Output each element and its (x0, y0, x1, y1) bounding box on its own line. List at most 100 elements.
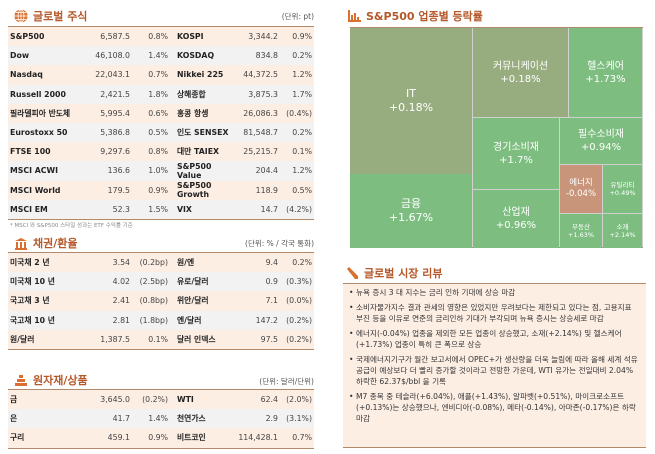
left-value: 2,421.5 (100, 89, 130, 99)
left-name: 미국채 2 년 (10, 258, 50, 268)
bullet-icon: • (349, 288, 354, 297)
global-stocks-header: 글로벌 주식 (14, 8, 87, 24)
right-change: 0.2% (292, 258, 312, 268)
bullet-icon: • (349, 355, 354, 364)
left-change: (0.2bp) (139, 258, 168, 268)
left-name: 은 (10, 414, 18, 424)
right-change: (0.3%) (286, 277, 312, 287)
right-name: 천연가스 (177, 414, 206, 424)
treemap-cell: 부동산 +1.63% (560, 214, 602, 248)
right-name: 비트코인 (177, 433, 206, 443)
sector-name: 헬스케어 (587, 60, 624, 72)
sector-name: IT (406, 86, 416, 100)
section-title: 원자재/상품 (33, 374, 88, 387)
left-name: Eurostoxx 50 (10, 128, 68, 138)
market-review-box: • 뉴욕 증시 3 대 지수는 금리 인하 기대에 상승 마감 • 소비자물가지수 결… (343, 283, 646, 448)
table-row: Eurostoxx 50 5,386.8 0.5% 인도 SENSEX 81,548.7… (8, 122, 314, 143)
left-change: (0.2%) (142, 395, 168, 405)
section-title: S&P500 업종별 등락률 (366, 10, 483, 23)
right-change: (2.0%) (286, 395, 312, 405)
right-value: 118.9 (255, 185, 278, 195)
right-value: 204.4 (255, 166, 278, 176)
left-value: 52.3 (112, 204, 130, 214)
right-change: 0.9% (292, 32, 312, 42)
left-change: 1.4% (148, 414, 168, 424)
right-name: 홍콩 항셍 (177, 108, 209, 118)
sector-change: +1.7% (499, 154, 533, 166)
left-value: 4.02 (112, 277, 130, 287)
table-row: S&P500 6,587.5 0.8% KOSPI 3,344.2 0.9% (8, 27, 314, 47)
right-value: 114,428.1 (238, 433, 278, 443)
left-name: 국고채 3 년 (10, 296, 50, 306)
review-item: • M7 종목 중 테슬라(+6.04%), 애플(+1.43%), 알파벳(+0… (349, 391, 640, 424)
right-name: 상해종합 (177, 89, 206, 99)
left-value: 459.1 (107, 433, 130, 443)
table-row: 미국채 10 년 4.02 (2.5bp) 유로/달러 0.9 (0.3%) (8, 272, 314, 292)
sector-name: 소재 (616, 222, 629, 231)
left-name: FTSE 100 (10, 147, 51, 157)
sector-change: +0.18% (500, 73, 541, 85)
sector-change: +0.49% (609, 189, 636, 197)
left-value: 3,645.0 (100, 395, 130, 405)
review-header: 글로벌 시장 리뷰 (346, 265, 443, 281)
treemap-cell: 유틸리티 +0.49% (603, 165, 642, 213)
review-text: M7 종목 중 테슬라(+6.04%), 애플(+1.43%), 알파벳(+0.… (356, 392, 636, 423)
left-change: 0.7% (148, 70, 168, 80)
sector-name: 경기소비재 (493, 141, 539, 153)
right-value: 3,875.3 (248, 89, 278, 99)
left-value: 46,108.0 (95, 51, 130, 61)
right-change: (0.4%) (286, 108, 312, 118)
section-title: 글로벌 시장 리뷰 (364, 267, 443, 280)
left-value: 6,587.5 (100, 32, 130, 42)
right-change: 1.2% (292, 166, 312, 176)
right-name: VIX (177, 204, 192, 214)
footnote: * MSCI 와 S&P500 스타일 성과는 ETF 수익률 기준 (10, 223, 133, 229)
bullet-icon: • (349, 303, 354, 312)
left-value: 22,043.1 (95, 70, 130, 80)
treemap-cell: IT +0.18% (350, 28, 472, 174)
sector-change: -0.04% (565, 189, 597, 199)
sector-name: 필수소비재 (578, 129, 624, 140)
treemap-cell: 금융 +1.67% (350, 174, 472, 248)
right-change: (0.0%) (286, 296, 312, 306)
right-value: 44,372.5 (243, 70, 278, 80)
table-row: Dow 46,108.0 1.4% KOSDAQ 834.8 0.2% (8, 46, 314, 66)
review-item: • 뉴욕 증시 3 대 지수는 금리 인하 기대에 상승 마감 (349, 287, 640, 298)
sector-change: +1.73% (585, 73, 626, 85)
sector-change: +1.63% (567, 231, 595, 239)
left-value: 2.41 (112, 296, 130, 306)
unit-label: (단위: % / 각국 통화) (245, 239, 314, 248)
left-value: 41.7 (112, 414, 130, 424)
right-value: 147.2 (255, 315, 278, 325)
right-value: 62.4 (260, 395, 278, 405)
review-text: 뉴욕 증시 3 대 지수는 금리 인하 기대에 상승 마감 (356, 288, 516, 297)
right-name: 대만 TAIEX (177, 147, 220, 157)
treemap-cell: 소재 +2.14% (603, 214, 642, 248)
right-value: 97.5 (260, 334, 278, 344)
sector-name: 에너지 (569, 177, 593, 188)
treemap-cell: 산업재 +0.96% (473, 190, 559, 248)
left-name: Russell 2000 (10, 89, 66, 99)
review-text: 국제에너지기구가 월간 보고서에서 OPEC+가 생산량을 더욱 늘림에 따라 … (356, 355, 638, 386)
treemap-cell: 헬스케어 +1.73% (569, 28, 642, 117)
sector-name: 유틸리티 (610, 180, 635, 189)
treemap-cell: 필수소비재 +0.94% (560, 118, 642, 164)
right-change: 0.2% (292, 51, 312, 61)
left-change: 0.9% (148, 433, 168, 443)
table-row: 필라델피아 반도체 5,995.4 0.6% 홍콩 항셍 26,086.3 (0.4%) (8, 103, 314, 123)
right-change: 0.2% (292, 128, 312, 138)
right-value: 7.1 (265, 296, 278, 306)
left-change: 0.8% (148, 32, 168, 42)
unit-label: (단위: 달러/단위) (259, 377, 314, 386)
left-change: (2.5bp) (139, 277, 168, 287)
right-change: 0.1% (292, 147, 312, 157)
right-value: 25,215.7 (243, 147, 278, 157)
left-name: Nasdaq (10, 70, 43, 80)
right-value: 9.4 (265, 258, 278, 268)
sector-change: +2.14% (609, 231, 636, 239)
left-name: MSCI World (10, 185, 61, 195)
sector-change: +0.96% (495, 220, 537, 231)
global-stocks-table: S&P500 6,587.5 0.8% KOSPI 3,344.2 0.9% Dow 46,1… (8, 26, 314, 220)
commodities-table: 금 3,645.0 (0.2%) WTI 62.4 (2.0%) 은 41.7 1.4% 천연가스… (8, 389, 314, 449)
table-row: Russell 2000 2,421.5 1.8% 상해종합 3,875.3 1.7% (8, 84, 314, 104)
